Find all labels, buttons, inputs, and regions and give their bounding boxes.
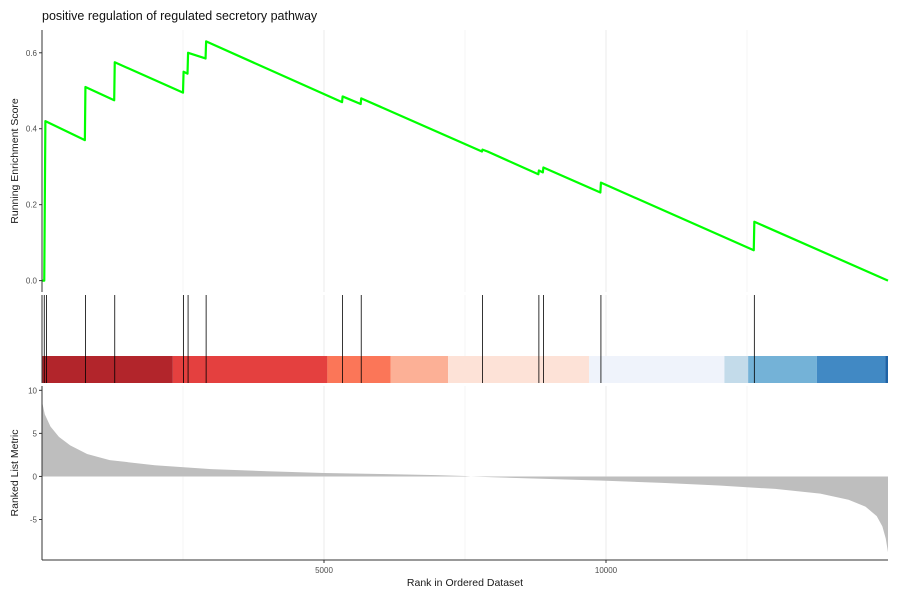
rank-color-band [390,356,449,383]
rank-color-band [42,356,173,383]
x-axis-label: Rank in Ordered Dataset [407,577,523,589]
y-tick-label-p1: 0.0 [26,277,38,286]
rank-color-band [816,356,886,383]
y-tick-label-p1: 0.4 [26,125,38,134]
rank-color-band [724,356,749,383]
rank-color-band [172,356,328,383]
y-tick-label-p3: 0 [33,472,38,481]
rank-color-band [748,356,817,383]
chart-title: positive regulation of regulated secreto… [42,9,318,23]
x-tick-label: 5000 [315,566,333,575]
y-axis-label-p3: Ranked List Metric [9,430,21,517]
enrichment-score-line [42,40,889,282]
y-tick-label-p3: -5 [30,516,38,525]
y-axis-label-p1: Running Enrichment Score [9,98,21,224]
rank-color-band [885,356,888,383]
rank-color-band [448,356,590,383]
y-tick-label-p3: 5 [33,429,38,438]
y-tick-label-p3: 10 [28,386,37,395]
y-tick-label-p1: 0.2 [26,201,38,210]
ranked-metric-area [42,401,888,553]
rank-color-band [589,356,725,383]
y-tick-label-p1: 0.6 [26,49,38,58]
x-tick-label: 10000 [595,566,618,575]
rank-color-band [327,356,391,383]
